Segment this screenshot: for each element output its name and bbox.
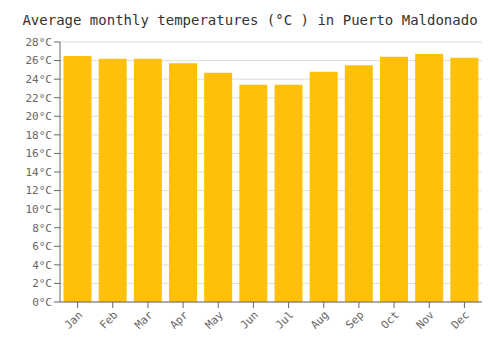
svg-text:12°C: 12°C [26,184,53,197]
svg-text:Dec: Dec [449,308,472,331]
svg-text:Sep: Sep [343,308,366,331]
svg-text:Apr: Apr [167,308,191,332]
svg-text:18°C: 18°C [26,129,53,142]
html-text:Average monthly temperatures (: Average monthly temperatures (°C ) in Pu… [22,12,478,28]
svg-text:22°C: 22°C [26,92,53,105]
svg-text:Feb: Feb [97,308,120,331]
svg-text:6°C: 6°C [32,240,52,253]
svg-text:10°C: 10°C [26,203,53,216]
svg-text:Jan: Jan [62,308,85,331]
svg-text:4°C: 4°C [32,259,52,272]
svg-text:14°C: 14°C [26,166,53,179]
svg-text:Jun: Jun [238,308,261,331]
svg-text:2°C: 2°C [32,277,52,290]
svg-text:May: May [203,308,227,332]
svg-text:28°C: 28°C [26,36,53,49]
svg-text:0°C: 0°C [32,296,52,309]
svg-text:Nov: Nov [414,308,438,332]
svg-text:16°C: 16°C [26,147,53,160]
svg-text:Aug: Aug [308,308,331,331]
svg-text:24°C: 24°C [26,73,53,86]
svg-text:Jul: Jul [273,308,296,331]
svg-text:Mar: Mar [132,308,156,332]
svg-text:26°C: 26°C [26,54,53,67]
svg-text:8°C: 8°C [32,222,52,235]
svg-text:20°C: 20°C [26,110,53,123]
svg-text:Oct: Oct [378,308,401,331]
